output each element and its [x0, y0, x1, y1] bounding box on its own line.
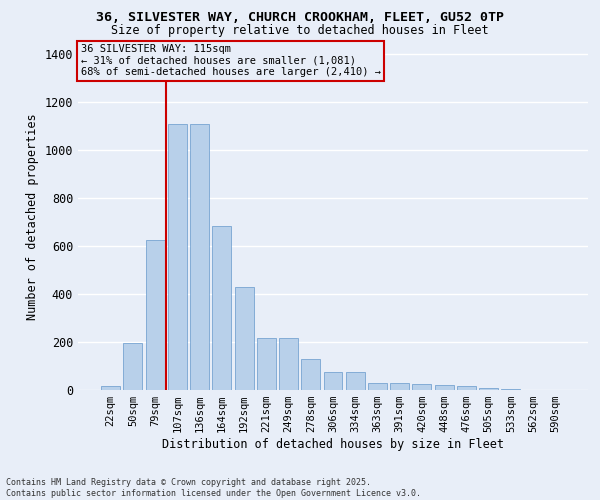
Bar [235, 287, 254, 390]
Bar [212, 226, 231, 390]
Bar [168, 124, 187, 390]
Bar [346, 372, 365, 390]
Text: Contains HM Land Registry data © Crown copyright and database right 2025.
Contai: Contains HM Land Registry data © Crown c… [6, 478, 421, 498]
Bar [190, 124, 209, 390]
Text: 36, SILVESTER WAY, CHURCH CROOKHAM, FLEET, GU52 0TP: 36, SILVESTER WAY, CHURCH CROOKHAM, FLEE… [96, 11, 504, 24]
Bar [390, 383, 409, 390]
Text: Size of property relative to detached houses in Fleet: Size of property relative to detached ho… [111, 24, 489, 37]
Bar [502, 389, 520, 390]
Bar [435, 385, 454, 390]
X-axis label: Distribution of detached houses by size in Fleet: Distribution of detached houses by size … [162, 438, 504, 451]
Bar [323, 372, 343, 390]
Bar [257, 338, 276, 390]
Bar [457, 386, 476, 390]
Bar [101, 386, 120, 390]
Bar [368, 383, 387, 390]
Bar [479, 388, 498, 390]
Bar [412, 384, 431, 390]
Text: 36 SILVESTER WAY: 115sqm
← 31% of detached houses are smaller (1,081)
68% of sem: 36 SILVESTER WAY: 115sqm ← 31% of detach… [80, 44, 380, 78]
Bar [279, 338, 298, 390]
Bar [301, 359, 320, 390]
Bar [124, 344, 142, 390]
Y-axis label: Number of detached properties: Number of detached properties [26, 113, 39, 320]
Bar [146, 240, 164, 390]
